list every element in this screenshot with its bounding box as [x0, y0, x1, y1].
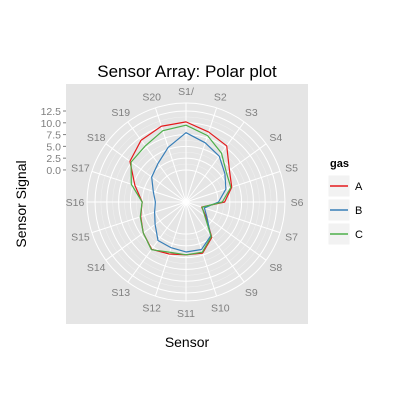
- theta-tick-label: S20: [142, 91, 161, 103]
- theta-tick-label: S5: [285, 163, 298, 175]
- series-line-B: [151, 132, 227, 253]
- legend-label: B: [355, 205, 362, 217]
- theta-tick-label: S19: [111, 107, 130, 119]
- series-layer: [129, 121, 233, 256]
- grid-spoke: [91, 201, 187, 234]
- r-axis: 0.02.55.07.510.012.5: [41, 106, 66, 177]
- series-line-C: [130, 124, 232, 256]
- grid-spoke: [127, 121, 187, 203]
- theta-tick-label: S14: [87, 262, 106, 274]
- grid-spoke: [154, 107, 187, 203]
- grid-spoke: [105, 201, 187, 261]
- legend-label: A: [355, 181, 363, 193]
- theta-tick-label: S17: [71, 163, 90, 175]
- grid: [86, 102, 286, 302]
- legend-label: C: [355, 229, 363, 241]
- r-tick-label: 7.5: [46, 130, 61, 142]
- x-axis-title: Sensor: [165, 334, 210, 350]
- chart-title: Sensor Array: Polar plot: [97, 62, 277, 81]
- grid-spoke: [185, 121, 245, 203]
- r-tick-label: 12.5: [41, 106, 62, 118]
- theta-tick-label: S12: [142, 303, 161, 315]
- grid-spoke: [185, 201, 267, 261]
- theta-labels: S1/S2 S3 S4 S5 S6 S7 S8 S9 S10 S11 S12 S13 S14 S15 S16…: [66, 86, 304, 320]
- theta-tick-label: S10: [211, 303, 230, 315]
- theta-tick-label: S7: [285, 231, 298, 243]
- r-tick-label: 2.5: [46, 153, 61, 165]
- r-tick-label: 10.0: [41, 118, 62, 130]
- grid-spoke: [185, 107, 218, 203]
- theta-tick-label: S6: [291, 197, 304, 209]
- theta-tick-label: S3: [245, 107, 258, 119]
- theta-tick-label: S4: [269, 132, 282, 144]
- theta-tick-label: S18: [87, 132, 106, 144]
- grid-spoke: [154, 201, 187, 297]
- legend-title: gas: [330, 158, 349, 170]
- theta-tick-label: S1/: [178, 86, 194, 98]
- theta-tick-label: S13: [111, 287, 130, 299]
- theta-tick-label: S9: [245, 287, 258, 299]
- r-tick-label: 5.0: [46, 141, 61, 153]
- grid-spoke: [185, 170, 281, 203]
- grid-spoke: [105, 143, 187, 203]
- grid-spoke: [127, 201, 187, 283]
- y-axis-title: Sensor Signal: [13, 160, 29, 247]
- theta-tick-label: S11: [177, 308, 195, 320]
- theta-tick-label: S15: [71, 231, 90, 243]
- theta-tick-label: S8: [269, 262, 282, 274]
- theta-tick-label: S2: [214, 91, 227, 103]
- legend: gas ABC: [327, 158, 363, 246]
- r-tick-label: 0.0: [46, 165, 61, 177]
- grid-spoke: [91, 170, 187, 203]
- theta-tick-label: S16: [66, 197, 85, 209]
- grid-spoke: [185, 201, 245, 283]
